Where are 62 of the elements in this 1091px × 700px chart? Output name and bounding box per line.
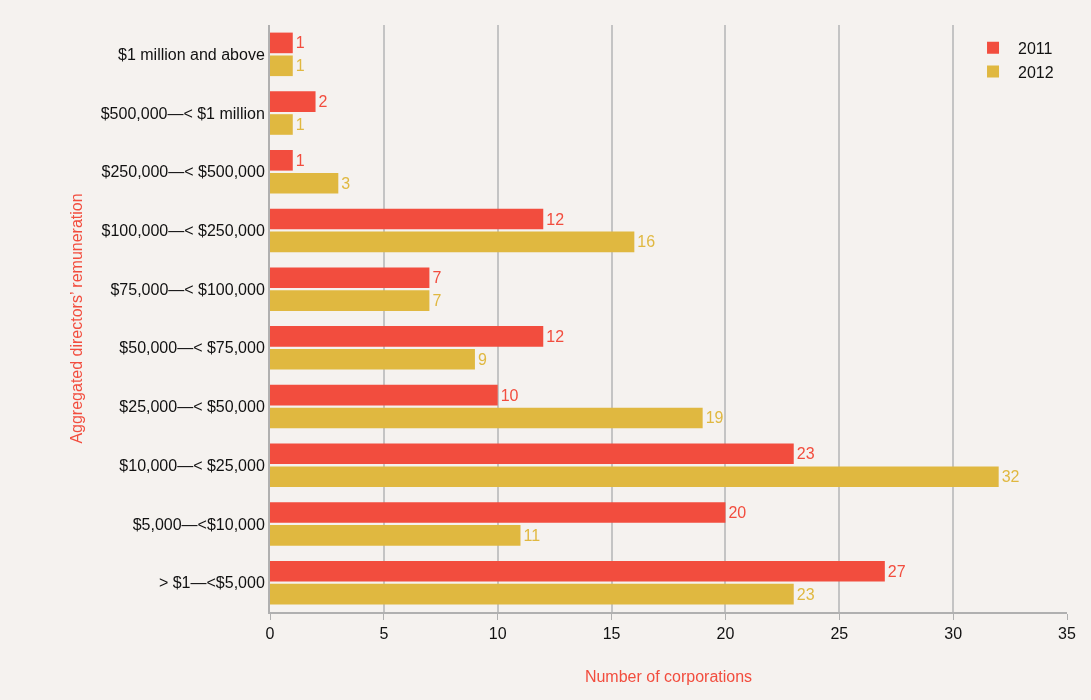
data-label: 1	[295, 57, 305, 75]
bar	[270, 32, 293, 54]
bar	[270, 443, 794, 465]
data-label: 2	[318, 93, 328, 111]
bar	[270, 348, 475, 370]
y-tick-label: $5,000—<$10,000	[132, 515, 265, 533]
bar	[270, 384, 498, 406]
bar	[270, 91, 316, 112]
data-label: 20	[728, 504, 747, 522]
data-label: 1	[295, 34, 305, 52]
bar	[270, 290, 430, 311]
x-tick-label: 25	[830, 625, 849, 643]
data-label: 12	[546, 210, 565, 228]
y-tick-label: $25,000—< $50,000	[119, 398, 265, 416]
x-axis-title: Number of corporations	[584, 668, 753, 686]
data-label: 7	[432, 269, 442, 287]
bar	[270, 583, 794, 605]
bar	[270, 525, 521, 546]
x-tick-label: 30	[944, 625, 963, 643]
y-tick-label: $1 million and above	[118, 45, 265, 63]
data-label: 32	[1001, 468, 1020, 486]
legend-label: 2012	[1018, 63, 1054, 81]
bar	[270, 407, 703, 429]
bar	[270, 231, 635, 253]
y-tick-label: $100,000—< $250,000	[101, 222, 265, 240]
data-label: 27	[887, 562, 906, 580]
data-label: 1	[295, 116, 305, 133]
bar	[270, 267, 430, 289]
y-tick-label: $50,000—< $75,000	[119, 339, 265, 357]
data-label: 9	[477, 350, 487, 368]
data-label: 1	[295, 151, 305, 169]
y-tick-label: $500,000—< $1 million	[100, 104, 265, 122]
y-tick-label: $250,000—< $500,000	[101, 163, 265, 181]
y-tick-label: $75,000—< $100,000	[110, 280, 265, 298]
data-label: 16	[637, 233, 656, 251]
data-label: 7	[432, 292, 442, 310]
x-tick-label: 35	[1058, 625, 1076, 643]
x-tick-label: 15	[602, 625, 621, 643]
data-label: 12	[546, 327, 565, 345]
bar	[270, 208, 544, 230]
bar	[270, 560, 885, 582]
legend-label: 2011	[1018, 40, 1053, 58]
bar	[270, 150, 293, 171]
data-label: 19	[705, 409, 724, 427]
data-label: 11	[523, 526, 541, 544]
bar	[270, 326, 544, 347]
data-label: 10	[500, 386, 519, 404]
bar	[270, 466, 999, 487]
bar	[270, 172, 339, 194]
bar	[270, 502, 726, 523]
data-label: 23	[796, 445, 815, 463]
x-tick-label: 10	[488, 625, 507, 643]
bar	[270, 55, 293, 77]
y-tick-label: > $1—<$5,000	[158, 574, 265, 592]
data-label: 3	[341, 174, 351, 192]
x-tick-label: 5	[379, 625, 389, 643]
bar	[270, 114, 293, 135]
y-axis-title: Aggregated directors’ remuneration	[68, 193, 86, 444]
y-tick-label: $10,000—< $25,000	[119, 456, 265, 474]
x-tick-label: 20	[716, 625, 735, 643]
x-tick-label: 0	[265, 625, 275, 643]
data-label: 23	[796, 585, 815, 603]
